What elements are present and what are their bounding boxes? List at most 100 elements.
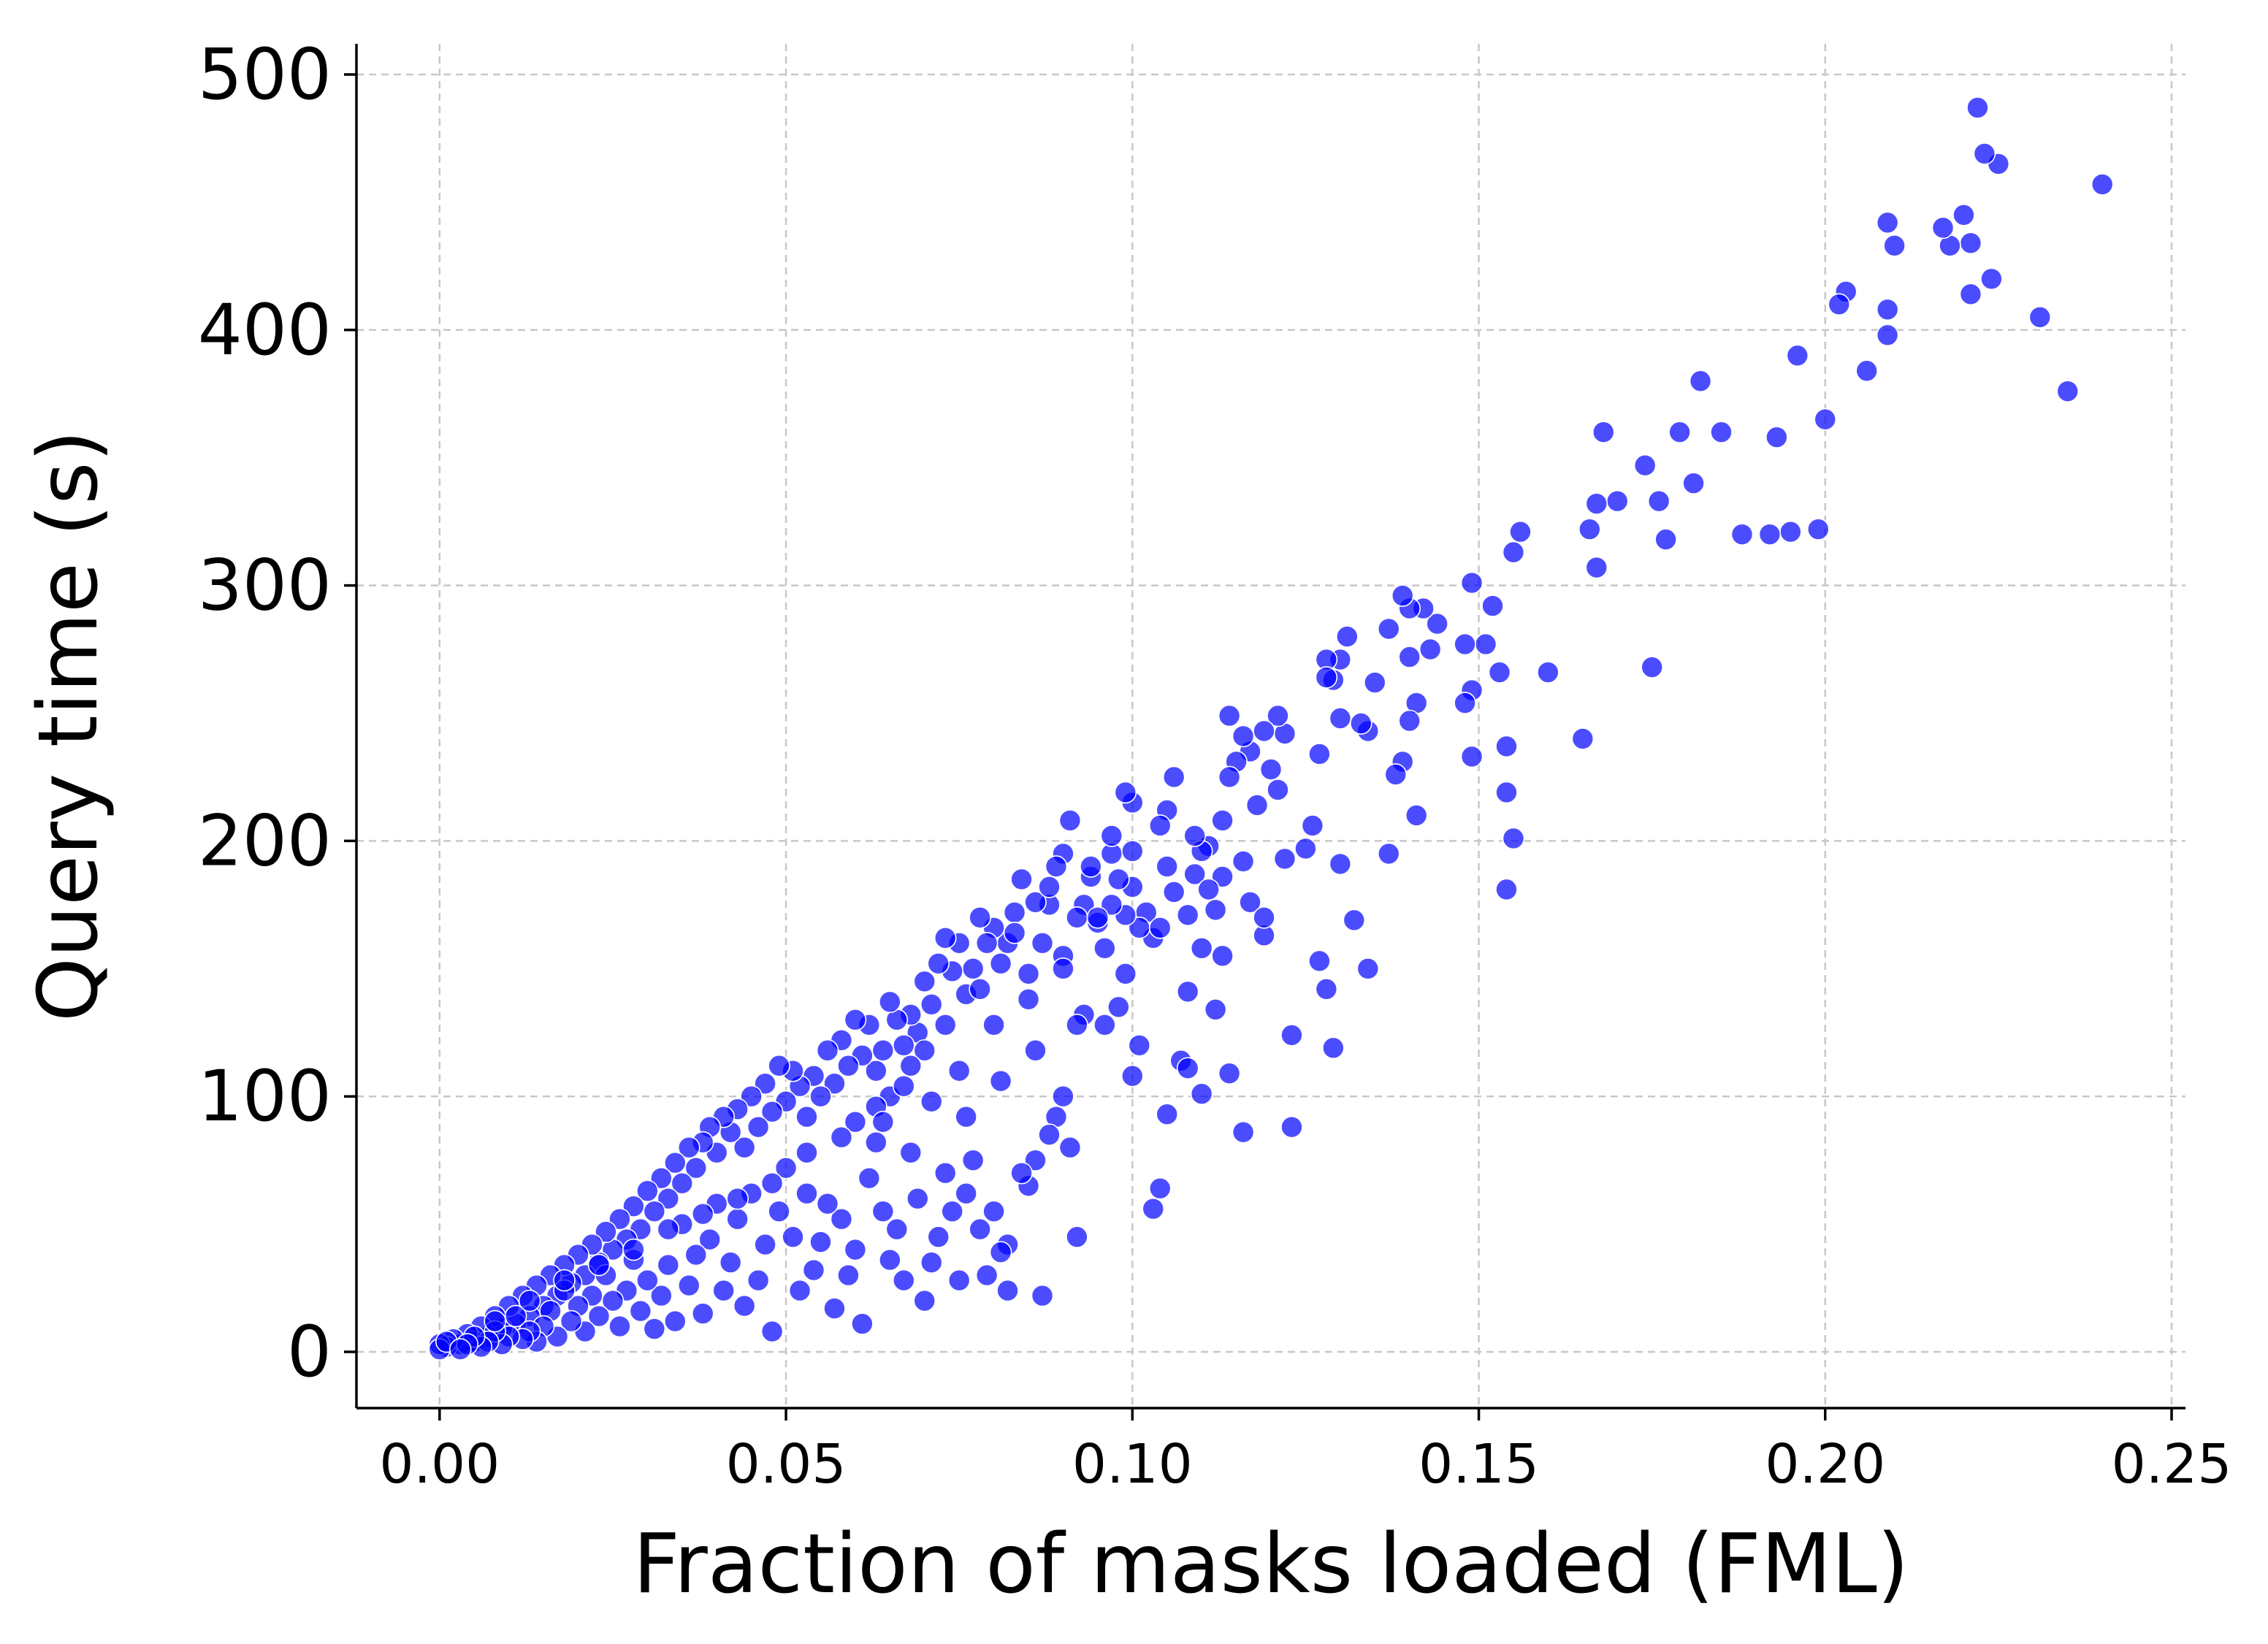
data-point <box>1488 661 1511 684</box>
data-point <box>1398 646 1421 668</box>
data-point <box>795 1105 818 1128</box>
data-point <box>1024 891 1047 914</box>
data-point <box>851 1312 874 1335</box>
data-point <box>1148 1177 1172 1200</box>
data-point <box>913 1289 936 1312</box>
data-point <box>1017 987 1040 1011</box>
data-point <box>733 1294 756 1318</box>
data-point <box>1190 1082 1213 1106</box>
data-point <box>982 1200 1005 1223</box>
data-point <box>1495 781 1518 804</box>
data-point <box>657 1217 680 1241</box>
data-point <box>560 1310 583 1333</box>
data-point <box>1876 211 1899 234</box>
data-point <box>1363 671 1386 694</box>
data-point <box>636 1180 659 1202</box>
data-point <box>844 1238 867 1261</box>
data-point <box>899 1141 923 1164</box>
data-point <box>1190 937 1213 960</box>
data-point <box>865 1059 887 1082</box>
data-point <box>989 1241 1012 1263</box>
data-point <box>1010 1161 1033 1185</box>
data-point <box>1280 1115 1303 1139</box>
data-point <box>1959 232 1982 255</box>
data-point <box>1384 763 1408 786</box>
data-point <box>1502 540 1525 564</box>
data-point <box>1807 518 1830 540</box>
data-point <box>1343 909 1366 932</box>
data-point <box>726 1187 749 1210</box>
data-point <box>768 1054 790 1077</box>
data-point <box>1308 743 1331 765</box>
data-point <box>1052 957 1074 980</box>
data-point <box>1114 963 1137 985</box>
data-point <box>1211 809 1234 832</box>
y-tick-label: 500 <box>198 34 332 115</box>
data-point <box>1537 661 1559 684</box>
data-point <box>1350 712 1372 735</box>
data-point <box>1315 666 1338 689</box>
data-point <box>1031 932 1054 955</box>
data-point <box>1093 937 1116 960</box>
data-point <box>1066 906 1088 929</box>
data-point <box>1259 758 1283 781</box>
data-point <box>1647 489 1671 513</box>
x-tick-label: 0.05 <box>726 1433 847 1496</box>
data-point <box>1038 1123 1061 1147</box>
data-point <box>969 906 991 929</box>
data-point <box>933 1161 957 1185</box>
y-tick-label: 200 <box>198 800 332 882</box>
data-point <box>1267 704 1289 727</box>
data-point <box>844 1008 867 1031</box>
data-point <box>1502 827 1525 850</box>
y-tick-label: 0 <box>287 1311 332 1393</box>
data-point <box>1218 704 1241 727</box>
data-point <box>1148 917 1172 939</box>
data-point <box>1148 814 1172 837</box>
data-point <box>1876 324 1899 347</box>
data-point <box>747 1269 770 1292</box>
data-point <box>657 1187 680 1210</box>
data-point <box>1855 359 1878 383</box>
data-point <box>1419 638 1442 661</box>
x-tick-label: 0.00 <box>379 1433 500 1496</box>
data-point <box>899 1054 923 1077</box>
data-point <box>1710 421 1733 444</box>
y-tick-label: 300 <box>198 545 332 627</box>
data-point <box>906 1187 929 1210</box>
data-point <box>879 1248 901 1272</box>
data-point <box>774 1156 798 1180</box>
data-point <box>1003 901 1026 924</box>
data-point <box>484 1310 506 1333</box>
data-point <box>1156 855 1179 878</box>
data-point <box>1315 978 1338 1001</box>
data-point <box>1162 881 1185 903</box>
data-point <box>823 1297 846 1320</box>
data-point <box>1641 656 1663 678</box>
data-point <box>1509 520 1532 543</box>
data-point <box>1765 426 1788 449</box>
data-point <box>837 1263 860 1287</box>
data-point <box>975 1263 999 1287</box>
data-point <box>1301 814 1324 837</box>
y-tick-label: 400 <box>198 289 332 371</box>
data-point <box>622 1195 645 1217</box>
data-point <box>1211 865 1234 888</box>
data-point <box>601 1289 625 1312</box>
data-point <box>636 1269 659 1292</box>
data-point <box>1495 878 1518 901</box>
data-point <box>754 1072 776 1096</box>
data-point <box>1308 949 1331 973</box>
y-axis-title: Query time (s) <box>21 430 116 1022</box>
data-point <box>858 1166 881 1190</box>
data-point <box>1377 842 1400 865</box>
data-point <box>1280 1023 1303 1047</box>
data-point <box>664 1151 687 1174</box>
data-point <box>1377 617 1400 641</box>
data-point <box>1883 234 1906 257</box>
data-point <box>1204 898 1227 922</box>
data-point <box>1654 528 1677 551</box>
data-point <box>830 1207 853 1231</box>
data-point <box>1176 903 1199 927</box>
